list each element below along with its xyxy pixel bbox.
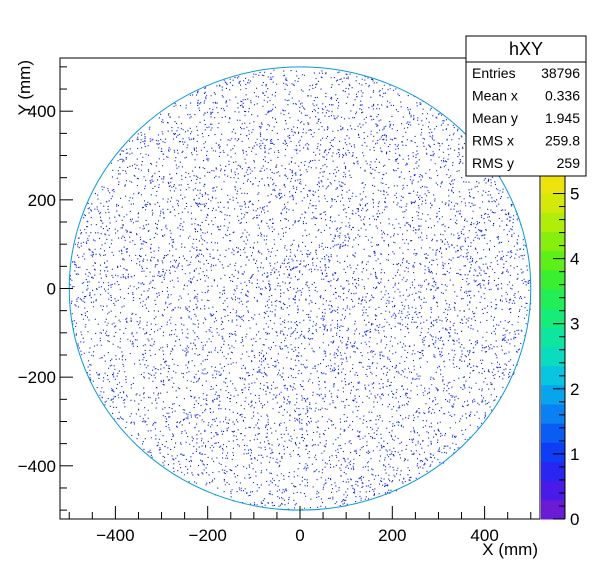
stats-value: 0.336: [545, 88, 580, 104]
color-scale-segment: [541, 250, 565, 271]
x-axis: −400 −200 0 200 400: [68, 506, 532, 545]
y-tick-label: 400: [28, 102, 56, 121]
stats-box-frame: [465, 35, 587, 177]
stats-title: hXY: [509, 39, 543, 59]
z-tick-label: 5: [570, 185, 579, 204]
y-tick-label: −200: [18, 368, 56, 387]
x-tick-label: −400: [96, 526, 134, 545]
x-axis-title: X (mm): [482, 540, 538, 559]
stats-value: 259: [557, 155, 581, 171]
stats-label: Entries: [472, 65, 516, 81]
color-scale-segment: [541, 212, 565, 232]
z-tick-label: 1: [570, 445, 579, 464]
z-tick-label: 2: [570, 380, 579, 399]
color-scale-segment: [541, 404, 565, 424]
y-tick-label: 0: [47, 280, 56, 299]
x-tick-label: 0: [295, 526, 304, 545]
y-axis-title: Y (mm): [15, 60, 34, 115]
color-scale-segment: [541, 365, 565, 386]
z-tick-label: 3: [570, 315, 579, 334]
color-scale-segment: [541, 442, 565, 462]
color-scale-segment: [541, 327, 565, 347]
color-scale-segment: [541, 499, 565, 520]
stats-value: 259.8: [545, 133, 580, 149]
stats-box: hXY Entries 38796 Mean x 0.336 Mean y 1.945 RM…: [465, 35, 587, 177]
color-scale-segment: [541, 231, 565, 252]
x-tick-label: 200: [378, 526, 406, 545]
stats-label: Mean y: [472, 110, 518, 126]
stats-label: RMS x: [472, 133, 514, 149]
z-tick-label: 0: [570, 510, 579, 529]
stats-rows: Entries 38796 Mean x 0.336 Mean y 1.945 RMS x 2…: [472, 65, 580, 171]
color-scale-segment: [541, 384, 565, 405]
stats-value: 38796: [541, 65, 580, 81]
color-scale-segment: [541, 289, 565, 309]
z-tick-label: 4: [570, 250, 579, 269]
color-scale-segment: [541, 346, 565, 367]
y-axis: −400 −200 0 200 400: [18, 66, 73, 511]
color-scale-bar: 0 1 2 3 4 5: [541, 174, 579, 529]
y-tick-label: 200: [28, 191, 56, 210]
stats-label: Mean x: [472, 88, 518, 104]
color-scale-segment: [541, 423, 565, 443]
color-scale-segment: [541, 174, 565, 194]
stats-label: RMS y: [472, 155, 514, 171]
color-scale-segment: [541, 308, 565, 328]
color-scale-segment: [541, 480, 565, 501]
color-scale-segment: [541, 269, 565, 290]
y-tick-label: −400: [18, 457, 56, 476]
stats-value: 1.945: [545, 110, 580, 126]
color-scale-segment: [541, 193, 565, 213]
color-scale-segment: [541, 461, 565, 482]
x-tick-label: 400: [470, 526, 498, 545]
x-tick-label: −200: [189, 526, 227, 545]
